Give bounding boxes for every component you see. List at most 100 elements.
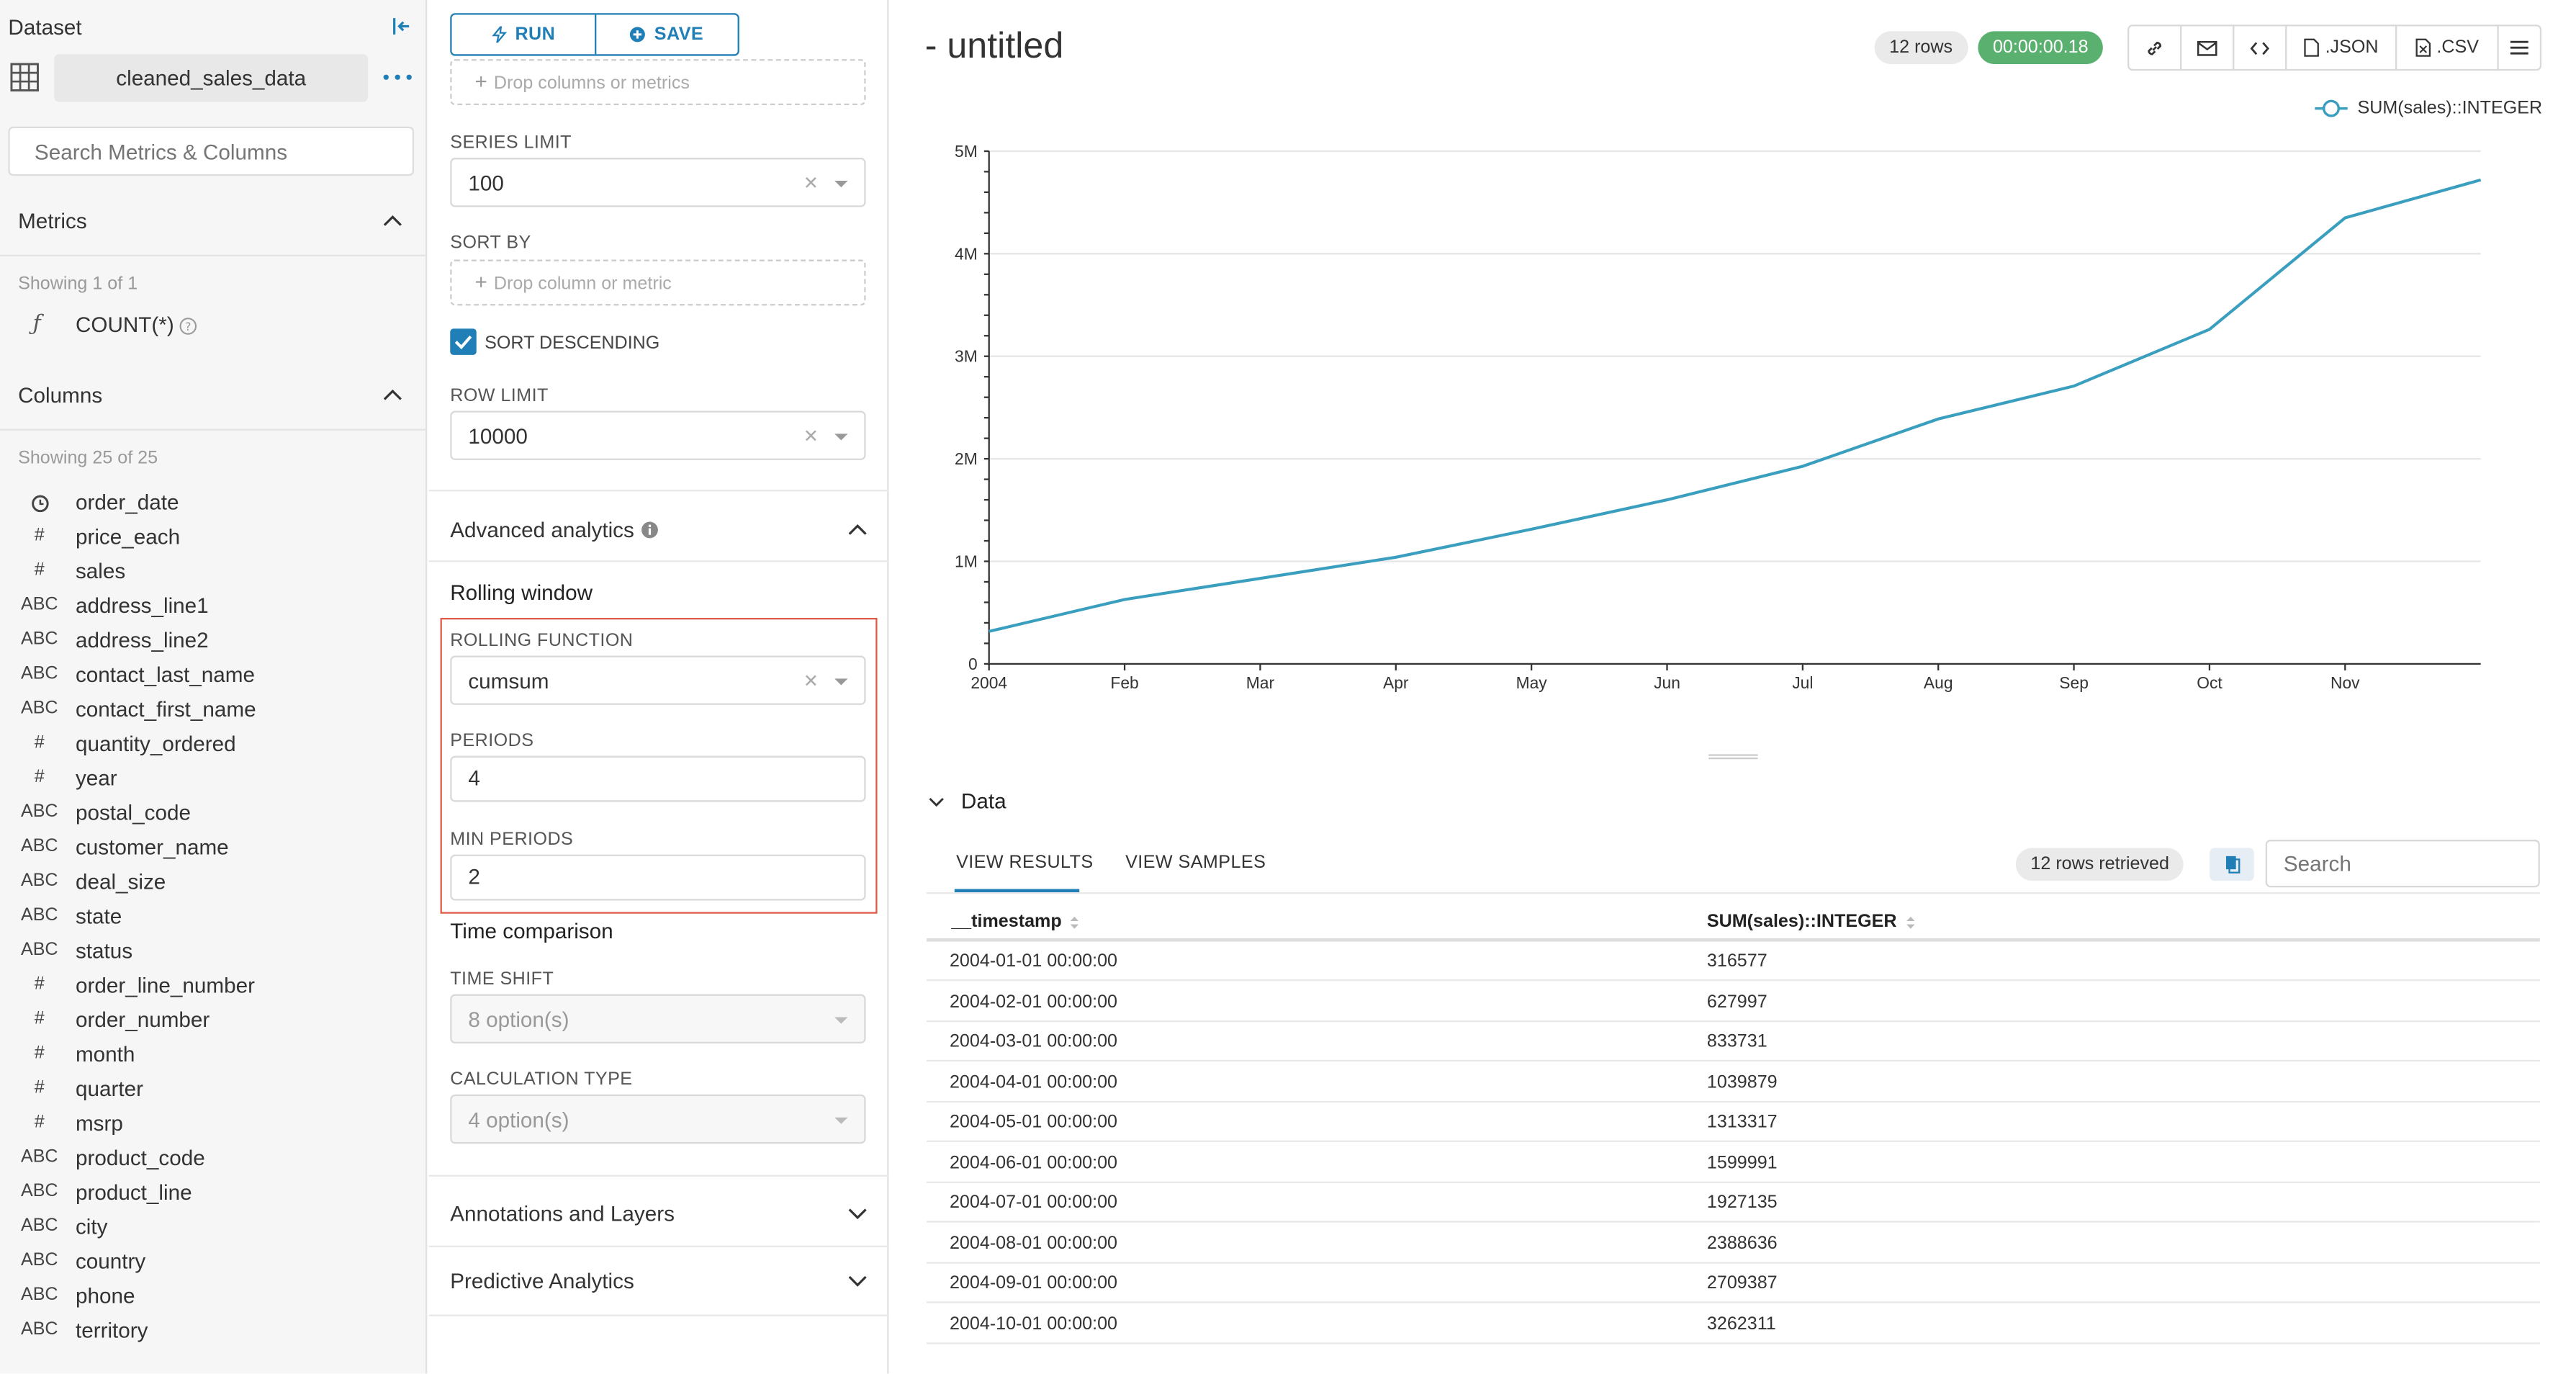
- tab-view-samples[interactable]: VIEW SAMPLES: [1125, 853, 1266, 873]
- column-item[interactable]: # order_line_number: [0, 973, 427, 1002]
- chevron-down-icon[interactable]: [928, 795, 945, 808]
- clear-icon[interactable]: ✕: [803, 174, 819, 194]
- line-chart[interactable]: 0 1M 2M 3M 4M 5M 2004 Feb Mar Apr May Jun Jul Aug Sep O…: [891, 132, 2576, 723]
- table-row[interactable]: 2004-08-01 00:00:00 2388636: [926, 1223, 2540, 1263]
- column-item[interactable]: ABC territory: [0, 1318, 427, 1347]
- run-button[interactable]: RUN: [452, 15, 594, 55]
- time-shift-select[interactable]: 8 option(s): [450, 994, 866, 1044]
- data-heading[interactable]: Data: [960, 789, 1006, 814]
- series-line[interactable]: [988, 178, 2482, 633]
- column-item[interactable]: ABC product_code: [0, 1145, 427, 1175]
- table-row[interactable]: 2004-04-01 00:00:00 1039879: [926, 1062, 2540, 1103]
- clear-icon[interactable]: ✕: [803, 427, 819, 447]
- chevron-up-icon[interactable]: [383, 388, 402, 401]
- table-row[interactable]: 2004-01-01 00:00:00 316577: [926, 942, 2540, 982]
- resize-handle[interactable]: [1708, 754, 1758, 760]
- column-item[interactable]: ABC status: [0, 938, 427, 968]
- chevron-down-icon[interactable]: [847, 1275, 867, 1288]
- column-item[interactable]: # msrp: [0, 1111, 427, 1141]
- series-limit-select[interactable]: 100 ✕: [450, 158, 866, 207]
- table-row[interactable]: 2004-03-01 00:00:00 833731: [926, 1022, 2540, 1062]
- column-name: quantity_ordered: [75, 731, 236, 756]
- column-item[interactable]: ABC country: [0, 1249, 427, 1278]
- column-item[interactable]: ABC contact_first_name: [0, 697, 427, 727]
- annotations-layers-heading[interactable]: Annotations and Layers: [450, 1201, 675, 1226]
- save-button[interactable]: SAVE: [593, 14, 738, 55]
- search-metrics-columns-input[interactable]: [8, 126, 415, 176]
- column-item[interactable]: order_date: [0, 490, 427, 519]
- table-row[interactable]: 2004-02-01 00:00:00 627997: [926, 982, 2540, 1022]
- metrics-heading[interactable]: Metrics: [18, 208, 87, 234]
- table-row[interactable]: 2004-06-01 00:00:00 1599991: [926, 1143, 2540, 1182]
- column-name: sales: [75, 558, 126, 584]
- calculation-type-select[interactable]: 4 option(s): [450, 1094, 866, 1144]
- min-periods-input[interactable]: 2: [450, 854, 866, 901]
- question-circle-icon[interactable]: ?: [179, 317, 197, 335]
- rolling-function-select[interactable]: cumsum ✕: [450, 655, 866, 705]
- periods-input[interactable]: 4: [450, 755, 866, 802]
- chevron-up-icon[interactable]: [383, 214, 402, 227]
- predictive-analytics-heading[interactable]: Predictive Analytics: [450, 1268, 634, 1293]
- column-header-sum-sales[interactable]: SUM(sales)::INTEGER: [1706, 912, 1915, 932]
- column-header-timestamp[interactable]: __timestamp: [951, 912, 1080, 932]
- chevron-up-icon[interactable]: [847, 523, 867, 536]
- column-item[interactable]: ABC product_line: [0, 1180, 427, 1209]
- row-limit-select[interactable]: 10000 ✕: [450, 410, 866, 460]
- table-row[interactable]: 2004-10-01 00:00:00 3262311: [926, 1304, 2540, 1344]
- x-tick-label: Jun: [1654, 673, 1680, 692]
- column-item[interactable]: # quarter: [0, 1077, 427, 1106]
- column-item[interactable]: # price_each: [0, 524, 427, 554]
- column-item[interactable]: ABC contact_last_name: [0, 663, 427, 692]
- column-item[interactable]: ABC phone: [0, 1283, 427, 1313]
- cell-timestamp: 2004-07-01 00:00:00: [949, 1193, 1118, 1213]
- share-link-button[interactable]: [2127, 24, 2182, 71]
- data-search-input[interactable]: [2265, 840, 2540, 888]
- column-item[interactable]: # month: [0, 1042, 427, 1072]
- tab-view-results[interactable]: VIEW RESULTS: [956, 853, 1094, 873]
- column-item[interactable]: # quantity_ordered: [0, 731, 427, 760]
- dataset-name[interactable]: cleaned_sales_data: [54, 54, 369, 102]
- export-csv-button[interactable]: .CSV: [2395, 24, 2499, 71]
- run-label: RUN: [515, 24, 556, 45]
- chart-legend[interactable]: SUM(sales)::INTEGER: [2315, 99, 2542, 118]
- more-options-icon[interactable]: [383, 74, 413, 81]
- advanced-analytics-heading[interactable]: Advanced analytics: [450, 518, 634, 542]
- columns-heading[interactable]: Columns: [18, 382, 103, 408]
- column-item[interactable]: ABC state: [0, 904, 427, 933]
- drop-sort-column-zone[interactable]: + Drop column or metric: [450, 259, 866, 306]
- file-icon: [2415, 38, 2431, 57]
- column-item[interactable]: ABC address_line2: [0, 628, 427, 657]
- column-item[interactable]: ABC customer_name: [0, 835, 427, 864]
- drop-zone-label: Drop columns or metrics: [493, 73, 690, 94]
- table-row[interactable]: 2004-09-01 00:00:00 2709387: [926, 1264, 2540, 1303]
- column-item[interactable]: ABC address_line1: [0, 593, 427, 623]
- column-item[interactable]: # year: [0, 765, 427, 795]
- column-header-label: SUM(sales)::INTEGER: [1706, 912, 1897, 932]
- sort-descending-checkbox[interactable]: [450, 328, 477, 355]
- column-name: order_date: [75, 490, 179, 515]
- column-item[interactable]: ABC deal_size: [0, 869, 427, 899]
- copy-button[interactable]: [2210, 848, 2254, 881]
- chart-title[interactable]: - untitled: [924, 24, 1064, 66]
- chevron-down-icon[interactable]: [847, 1208, 867, 1221]
- metrics-showing-count: Showing 1 of 1: [18, 274, 138, 295]
- clear-icon[interactable]: ✕: [803, 672, 819, 692]
- advanced-analytics-label: Advanced analytics: [450, 517, 634, 543]
- export-json-button[interactable]: .JSON: [2285, 24, 2397, 71]
- control-panel: RUN SAVE + Drop columns or metrics SERIES…: [428, 0, 889, 1374]
- drop-columns-metrics-zone[interactable]: + Drop columns or metrics: [450, 59, 866, 106]
- table-row[interactable]: 2004-07-01 00:00:00 1927135: [926, 1183, 2540, 1223]
- email-button[interactable]: [2180, 24, 2235, 71]
- embed-code-button[interactable]: [2233, 24, 2287, 71]
- menu-button[interactable]: [2497, 24, 2542, 71]
- info-circle-icon[interactable]: [641, 521, 659, 539]
- column-item[interactable]: ABC city: [0, 1214, 427, 1244]
- column-item[interactable]: # sales: [0, 559, 427, 588]
- column-name: contact_last_name: [75, 662, 255, 687]
- metric-item[interactable]: ƒ COUNT(*) ?: [0, 313, 427, 342]
- column-item[interactable]: # order_number: [0, 1007, 427, 1037]
- column-name: year: [75, 765, 117, 791]
- table-row[interactable]: 2004-05-01 00:00:00 1313317: [926, 1103, 2540, 1142]
- collapse-panel-icon[interactable]: [391, 15, 414, 38]
- column-item[interactable]: ABC postal_code: [0, 800, 427, 830]
